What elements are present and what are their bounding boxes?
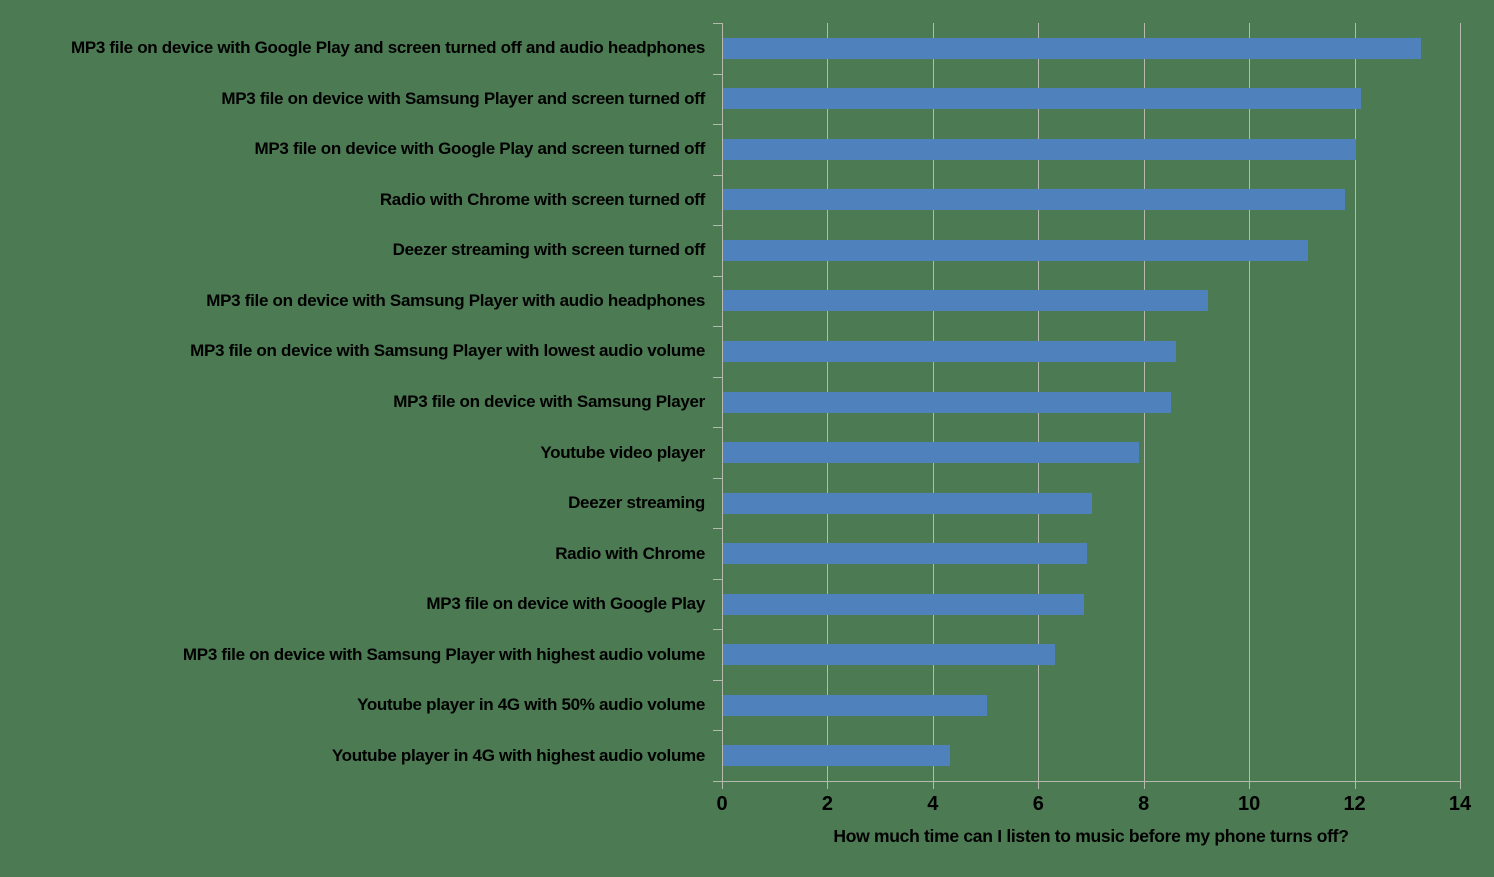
x-axis-tick bbox=[1460, 781, 1461, 789]
bar bbox=[723, 543, 1087, 565]
category-axis-tick bbox=[713, 781, 722, 782]
category-axis-tick bbox=[713, 225, 722, 227]
category-label: MP3 file on device with Samsung Player w… bbox=[182, 644, 705, 664]
category-label: MP3 file on device with Samsung Player w… bbox=[190, 341, 705, 361]
x-tick-label: 4 bbox=[927, 793, 939, 815]
category-label: Deezer streaming bbox=[568, 493, 705, 513]
x-tick-label: 14 bbox=[1448, 793, 1472, 815]
category-label: MP3 file on device with Google Play and … bbox=[254, 139, 706, 159]
category-axis-tick bbox=[713, 23, 722, 24]
category-axis-tick bbox=[713, 578, 722, 580]
x-tick-label: 2 bbox=[821, 793, 833, 815]
x-axis-tick bbox=[1354, 781, 1356, 789]
category-axis-tick bbox=[713, 326, 722, 328]
bar bbox=[723, 593, 1085, 615]
x-axis-tick bbox=[827, 781, 829, 789]
category-axis-tick bbox=[713, 730, 722, 732]
category-label: MP3 file on device with Google Play bbox=[426, 594, 705, 614]
bar bbox=[723, 138, 1356, 160]
category-axis-tick bbox=[713, 477, 722, 479]
bar bbox=[723, 189, 1346, 211]
x-axis-tick bbox=[722, 781, 723, 789]
x-tick-label: 12 bbox=[1343, 793, 1366, 815]
x-tick-label: 10 bbox=[1238, 793, 1261, 815]
bar bbox=[723, 694, 987, 716]
x-tick-label: 6 bbox=[1032, 793, 1044, 815]
value-axis-line bbox=[722, 781, 1461, 782]
category-axis-tick bbox=[713, 629, 722, 631]
bar bbox=[723, 492, 1092, 514]
category-label: Radio with Chrome with screen turned off bbox=[379, 189, 705, 209]
category-axis-tick bbox=[713, 275, 722, 277]
bar bbox=[723, 290, 1208, 312]
bar bbox=[723, 644, 1056, 666]
bar bbox=[723, 340, 1177, 362]
x-axis-tick bbox=[932, 781, 934, 789]
category-label: Deezer streaming with screen turned off bbox=[392, 240, 706, 260]
category-label: MP3 file on device with Google Play and … bbox=[70, 38, 705, 58]
x-axis-title: How much time can I listen to music befo… bbox=[833, 826, 1349, 846]
x-tick-label: 0 bbox=[716, 793, 728, 815]
gridline bbox=[1354, 23, 1356, 781]
bar bbox=[723, 37, 1422, 59]
bar bbox=[723, 88, 1361, 110]
category-label: MP3 file on device with Samsung Player w… bbox=[206, 290, 705, 310]
category-axis-tick bbox=[713, 124, 722, 126]
x-axis-tick bbox=[1038, 781, 1040, 789]
bar bbox=[723, 391, 1172, 413]
x-axis-tick bbox=[1143, 781, 1145, 789]
category-label: MP3 file on device with Samsung Player a… bbox=[221, 88, 705, 108]
category-axis-tick bbox=[713, 174, 722, 176]
category-label: Youtube player in 4G with 50% audio volu… bbox=[357, 695, 705, 715]
category-label: Youtube video player bbox=[540, 442, 705, 462]
category-axis-line bbox=[722, 23, 723, 782]
bar bbox=[723, 239, 1309, 261]
category-axis-tick bbox=[713, 427, 722, 429]
x-axis-tick bbox=[1249, 781, 1251, 789]
category-axis-tick bbox=[713, 528, 722, 530]
bar bbox=[723, 745, 950, 767]
category-label: Youtube player in 4G with highest audio … bbox=[331, 745, 705, 765]
category-axis-tick bbox=[713, 376, 722, 378]
bar bbox=[723, 442, 1140, 464]
category-label: MP3 file on device with Samsung Player bbox=[393, 391, 705, 411]
category-axis-tick bbox=[713, 679, 722, 681]
gridline bbox=[1460, 23, 1461, 781]
category-axis-tick bbox=[713, 73, 722, 75]
gridline bbox=[1249, 23, 1251, 781]
category-label: Radio with Chrome bbox=[555, 543, 705, 563]
x-tick-label: 8 bbox=[1138, 793, 1150, 815]
